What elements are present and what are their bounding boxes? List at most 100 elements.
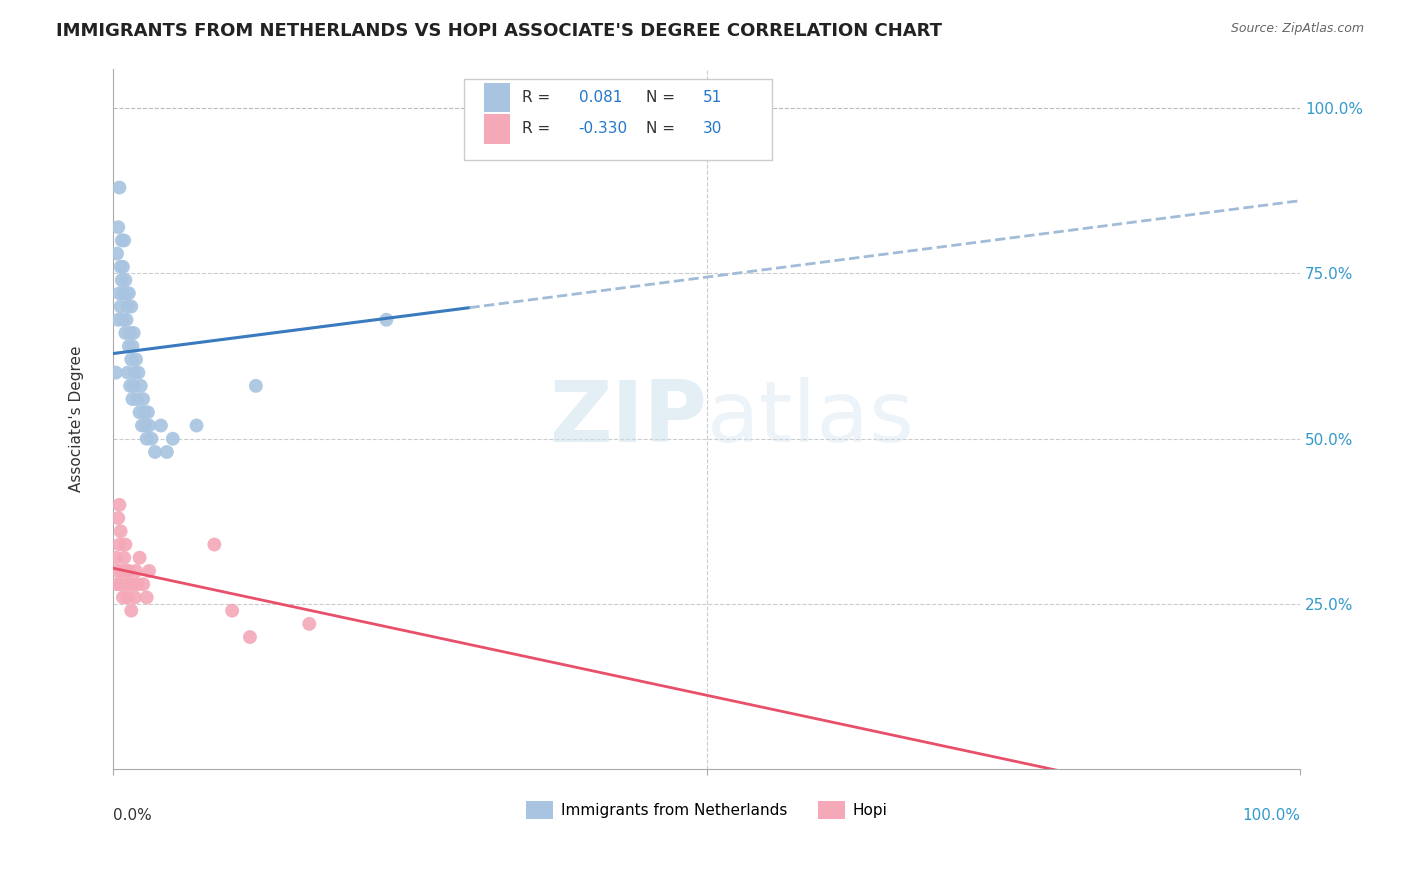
Point xyxy=(117,591,139,605)
Point xyxy=(131,418,153,433)
Point xyxy=(111,312,134,326)
Text: 0.081: 0.081 xyxy=(579,90,621,104)
Point xyxy=(118,564,141,578)
Point xyxy=(111,260,134,274)
Point xyxy=(122,379,145,393)
Point xyxy=(128,550,150,565)
Point xyxy=(202,537,225,551)
Text: atlas: atlas xyxy=(707,377,915,460)
Point xyxy=(143,445,166,459)
Point xyxy=(245,379,267,393)
Point xyxy=(114,577,136,591)
Point xyxy=(127,577,149,591)
Point xyxy=(127,366,149,380)
Point xyxy=(110,300,132,314)
Point xyxy=(156,445,179,459)
Text: ZIP: ZIP xyxy=(548,377,707,460)
Point xyxy=(114,326,136,340)
Point xyxy=(122,326,145,340)
Point xyxy=(108,498,131,512)
Text: 30: 30 xyxy=(703,121,723,136)
Text: 0.0%: 0.0% xyxy=(114,808,152,822)
Point xyxy=(120,352,142,367)
Point xyxy=(112,286,135,301)
Point xyxy=(125,352,148,367)
Point xyxy=(186,418,208,433)
Point xyxy=(149,418,172,433)
Point xyxy=(129,379,152,393)
Point xyxy=(115,564,138,578)
Point xyxy=(107,312,129,326)
Text: -0.330: -0.330 xyxy=(579,121,627,136)
Point xyxy=(125,564,148,578)
Point xyxy=(124,591,146,605)
Point xyxy=(135,591,157,605)
Y-axis label: Associate's Degree: Associate's Degree xyxy=(69,346,84,492)
Point xyxy=(121,577,143,591)
Point xyxy=(132,577,155,591)
Point xyxy=(107,564,129,578)
Point xyxy=(120,326,142,340)
Text: N =: N = xyxy=(647,121,681,136)
Point xyxy=(121,392,143,406)
Point xyxy=(112,234,135,248)
Point xyxy=(114,537,136,551)
Point xyxy=(120,577,142,591)
Text: 100.0%: 100.0% xyxy=(1241,808,1301,822)
Point xyxy=(132,392,155,406)
Point xyxy=(118,286,141,301)
FancyBboxPatch shape xyxy=(484,83,510,112)
Point xyxy=(117,366,139,380)
Point xyxy=(111,591,134,605)
Legend: Immigrants from Netherlands, Hopi: Immigrants from Netherlands, Hopi xyxy=(520,795,894,825)
Point xyxy=(124,366,146,380)
Point xyxy=(135,432,157,446)
Point xyxy=(298,616,321,631)
Point xyxy=(138,564,160,578)
Text: N =: N = xyxy=(647,90,681,104)
Point xyxy=(138,418,160,433)
Point xyxy=(114,273,136,287)
Point xyxy=(111,234,134,248)
Point xyxy=(120,379,142,393)
Point xyxy=(107,220,129,235)
Point xyxy=(110,577,132,591)
Point xyxy=(120,300,142,314)
Point xyxy=(104,550,127,565)
Point xyxy=(110,260,132,274)
Point xyxy=(375,312,398,326)
Point xyxy=(117,300,139,314)
Point xyxy=(115,286,138,301)
Point xyxy=(162,432,184,446)
Point xyxy=(134,405,156,419)
Point xyxy=(107,511,129,525)
Point xyxy=(120,604,142,618)
Point xyxy=(105,577,128,591)
Point xyxy=(115,312,138,326)
Text: R =: R = xyxy=(522,121,555,136)
Point xyxy=(105,246,128,260)
Point xyxy=(104,366,127,380)
Point xyxy=(121,339,143,353)
Point xyxy=(136,405,159,419)
Point xyxy=(108,180,131,194)
Point xyxy=(111,564,134,578)
Point xyxy=(108,286,131,301)
Point xyxy=(127,392,149,406)
Point xyxy=(128,405,150,419)
FancyBboxPatch shape xyxy=(464,79,772,160)
Point xyxy=(110,524,132,539)
Text: 51: 51 xyxy=(703,90,723,104)
Point xyxy=(111,273,134,287)
Text: R =: R = xyxy=(522,90,555,104)
Point xyxy=(141,432,163,446)
Point xyxy=(221,604,243,618)
Point xyxy=(118,339,141,353)
Point xyxy=(108,537,131,551)
Text: Source: ZipAtlas.com: Source: ZipAtlas.com xyxy=(1230,22,1364,36)
Text: IMMIGRANTS FROM NETHERLANDS VS HOPI ASSOCIATE'S DEGREE CORRELATION CHART: IMMIGRANTS FROM NETHERLANDS VS HOPI ASSO… xyxy=(56,22,942,40)
Point xyxy=(134,418,156,433)
Point xyxy=(112,550,135,565)
FancyBboxPatch shape xyxy=(484,114,510,144)
Point xyxy=(239,630,262,644)
